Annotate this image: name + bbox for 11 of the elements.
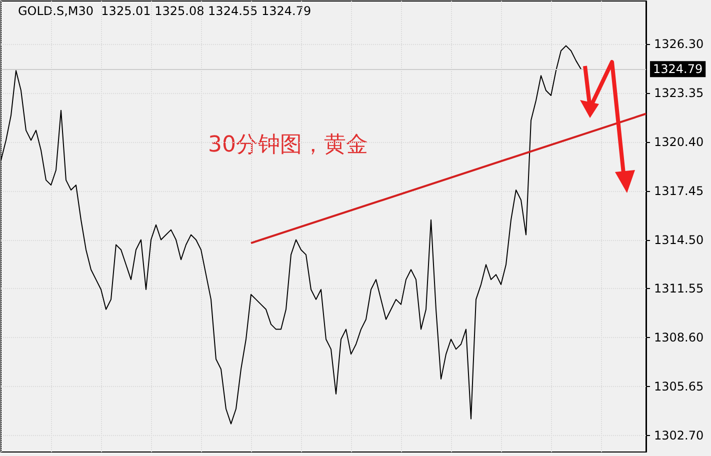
y-tick-label: 1305.65 (654, 380, 704, 394)
annotation: GOLD.S,M30 1325.01 1325.08 1324.55 1324.79 (18, 4, 312, 18)
ref-line-label: 1324.79 (653, 62, 703, 76)
y-tick-label: 1314.50 (654, 232, 704, 247)
y-tick-label: 1323.35 (654, 86, 704, 100)
y-tick-label: 1302.70 (654, 428, 704, 442)
y-tick-label: 1320.40 (654, 134, 704, 149)
y-tick-label: 1311.55 (654, 282, 704, 296)
y-tick-label: 1308.60 (654, 330, 704, 345)
y-tick-label: 1317.45 (654, 184, 704, 198)
y-tick-label: 1326.30 (654, 37, 704, 52)
